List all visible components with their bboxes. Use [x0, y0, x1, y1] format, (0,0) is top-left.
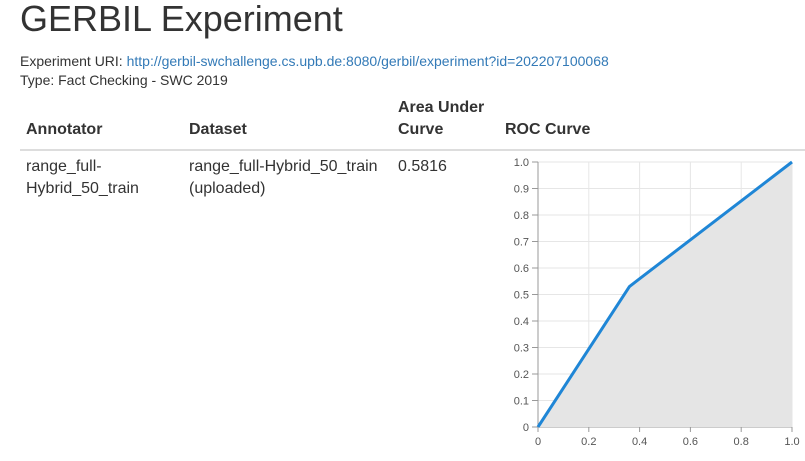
- cell-dataset-line2: (uploaded): [189, 180, 266, 197]
- header-dataset: Dataset: [189, 121, 247, 138]
- header-auc-line1: Area Under: [398, 99, 485, 116]
- cell-auc-value: 0.5816: [398, 158, 447, 175]
- cell-annotator-line2: Hybrid_50_train: [26, 180, 139, 197]
- y-tick-label: 0.1: [514, 396, 529, 408]
- y-tick-label: 1.0: [514, 157, 529, 169]
- header-auc-line2: Curve: [398, 121, 444, 138]
- x-tick-label: 0.8: [734, 436, 749, 448]
- y-tick-label: 0.8: [514, 210, 529, 222]
- cell-dataset-line1: range_full-Hybrid_50_train: [189, 158, 378, 175]
- y-tick-label: 0.9: [514, 184, 529, 196]
- y-tick-label: 0.6: [514, 263, 529, 275]
- experiment-uri-line: Experiment URI: http://gerbil-swchalleng…: [20, 52, 609, 70]
- x-tick-label: 1.0: [784, 436, 799, 448]
- y-tick-label: 0.7: [514, 237, 529, 249]
- y-tick-label: 0.3: [514, 343, 529, 355]
- x-tick-label: 0.4: [632, 436, 647, 448]
- roc-curve-chart: 0 0.1 0.2 0.3 0.4 0.5 0.6 0.7 0.8 0.9 1.0 0 0.2 0.4 0.…: [514, 157, 800, 448]
- experiment-uri-link[interactable]: http://gerbil-swchallenge.cs.upb.de:8080…: [126, 53, 609, 69]
- y-tick-label: 0: [523, 422, 529, 434]
- header-roc-curve: ROC Curve: [505, 121, 591, 138]
- header-annotator: Annotator: [26, 121, 103, 138]
- page-title: GERBIL Experiment: [20, 0, 343, 39]
- experiment-type: Type: Fact Checking - SWC 2019: [20, 72, 228, 88]
- y-tick-label: 0.4: [514, 316, 529, 328]
- cell-annotator-line1: range_full-: [26, 158, 102, 175]
- x-tick-label: 0: [535, 436, 541, 448]
- roc-area-fill: [538, 162, 792, 427]
- x-tick-label: 0.6: [683, 436, 698, 448]
- experiment-uri-label: Experiment URI:: [20, 53, 123, 69]
- y-tick-label: 0.5: [514, 290, 529, 302]
- table-header-divider: [20, 149, 805, 151]
- y-tick-label: 0.2: [514, 369, 529, 381]
- roc-series-line: [536, 160, 793, 428]
- x-tick-label: 0.2: [581, 436, 596, 448]
